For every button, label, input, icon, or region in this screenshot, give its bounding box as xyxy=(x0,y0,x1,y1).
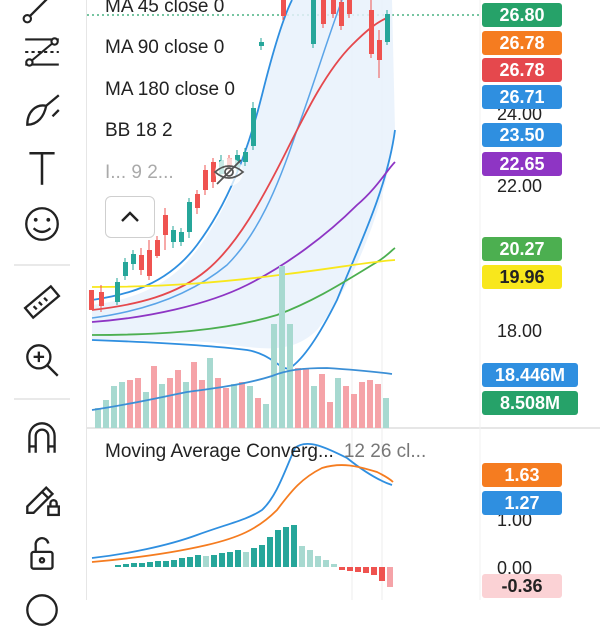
price-tag-last: 26.80 xyxy=(482,3,562,27)
macd-line-tag: 1.27 xyxy=(482,491,562,515)
macd-params: 12 26 cl... xyxy=(343,441,427,462)
macd-signal-tag: 1.63 xyxy=(482,463,562,487)
price-tag-ma90: 26.78 xyxy=(482,58,562,82)
price-axis-label: 18.00 xyxy=(497,321,543,341)
volume-tag: 18.446M xyxy=(482,363,578,387)
macd-axis-label: 0.00 xyxy=(497,558,533,578)
ma90-line xyxy=(91,17,388,311)
price-tag-ma45: 26.78 xyxy=(482,31,562,55)
bb-basis-line xyxy=(91,0,343,319)
eye-icon[interactable] xyxy=(16,588,68,632)
legend-ma180[interactable]: MA 180 close 0 xyxy=(105,79,235,100)
ma-green-line xyxy=(91,247,396,336)
chart-area[interactable]: MA 45 close 0 MA 90 close 0 MA 180 close… xyxy=(87,0,600,600)
legend-ichimoku[interactable]: I... 9 2... xyxy=(105,162,174,183)
macd-histogram xyxy=(115,525,393,587)
drawing-toolbar xyxy=(0,0,86,626)
zoom-in-icon[interactable] xyxy=(16,338,68,382)
price-tag-bb-purple: 22.65 xyxy=(482,152,562,176)
brush-icon[interactable] xyxy=(16,88,68,132)
toolbar-separator xyxy=(86,0,87,600)
macd-title[interactable]: Moving Average Converg... 12 26 cl... xyxy=(105,441,426,463)
toolbar-divider xyxy=(14,264,70,266)
volume-ma-tag: 8.508M xyxy=(482,391,578,415)
fib-retracement-icon[interactable] xyxy=(16,30,68,74)
emoji-icon[interactable] xyxy=(16,202,68,246)
price-tag-bb-upper: 23.50 xyxy=(482,123,562,147)
toolbar-divider xyxy=(14,398,70,400)
price-tag-ma-yellow: 19.96 xyxy=(482,265,562,289)
collapse-legend-button[interactable] xyxy=(105,196,155,238)
ruler-icon[interactable] xyxy=(16,280,68,324)
signal-line xyxy=(91,464,394,563)
eye-off-icon[interactable] xyxy=(213,158,245,186)
unlock-icon[interactable] xyxy=(16,532,68,576)
lock-drawing-icon[interactable] xyxy=(16,474,68,518)
legend-ma90[interactable]: MA 90 close 0 xyxy=(105,37,225,58)
magnet-icon[interactable] xyxy=(16,416,68,460)
price-tag-ma-green: 20.27 xyxy=(482,237,562,261)
bollinger-band-fill xyxy=(92,0,395,349)
price-axis-label: 22.00 xyxy=(497,176,543,196)
price-tag-ma180: 26.71 xyxy=(482,85,562,109)
volume-ma-line xyxy=(91,367,393,411)
ma180-line xyxy=(91,161,396,323)
price-axis-label: 24.00 xyxy=(497,104,543,124)
trend-line-icon[interactable] xyxy=(16,0,68,26)
legend-ma45[interactable]: MA 45 close 0 xyxy=(105,0,225,17)
macd-hist-tag: -0.36 xyxy=(482,574,562,598)
legend-bb[interactable]: BB 18 2 xyxy=(105,120,173,141)
text-icon[interactable] xyxy=(16,146,68,190)
macd-line xyxy=(91,443,393,559)
macd-name: Moving Average Converg... xyxy=(105,441,334,462)
macd-axis-label: 1.00 xyxy=(497,510,533,530)
chevron-up-icon xyxy=(121,211,139,222)
